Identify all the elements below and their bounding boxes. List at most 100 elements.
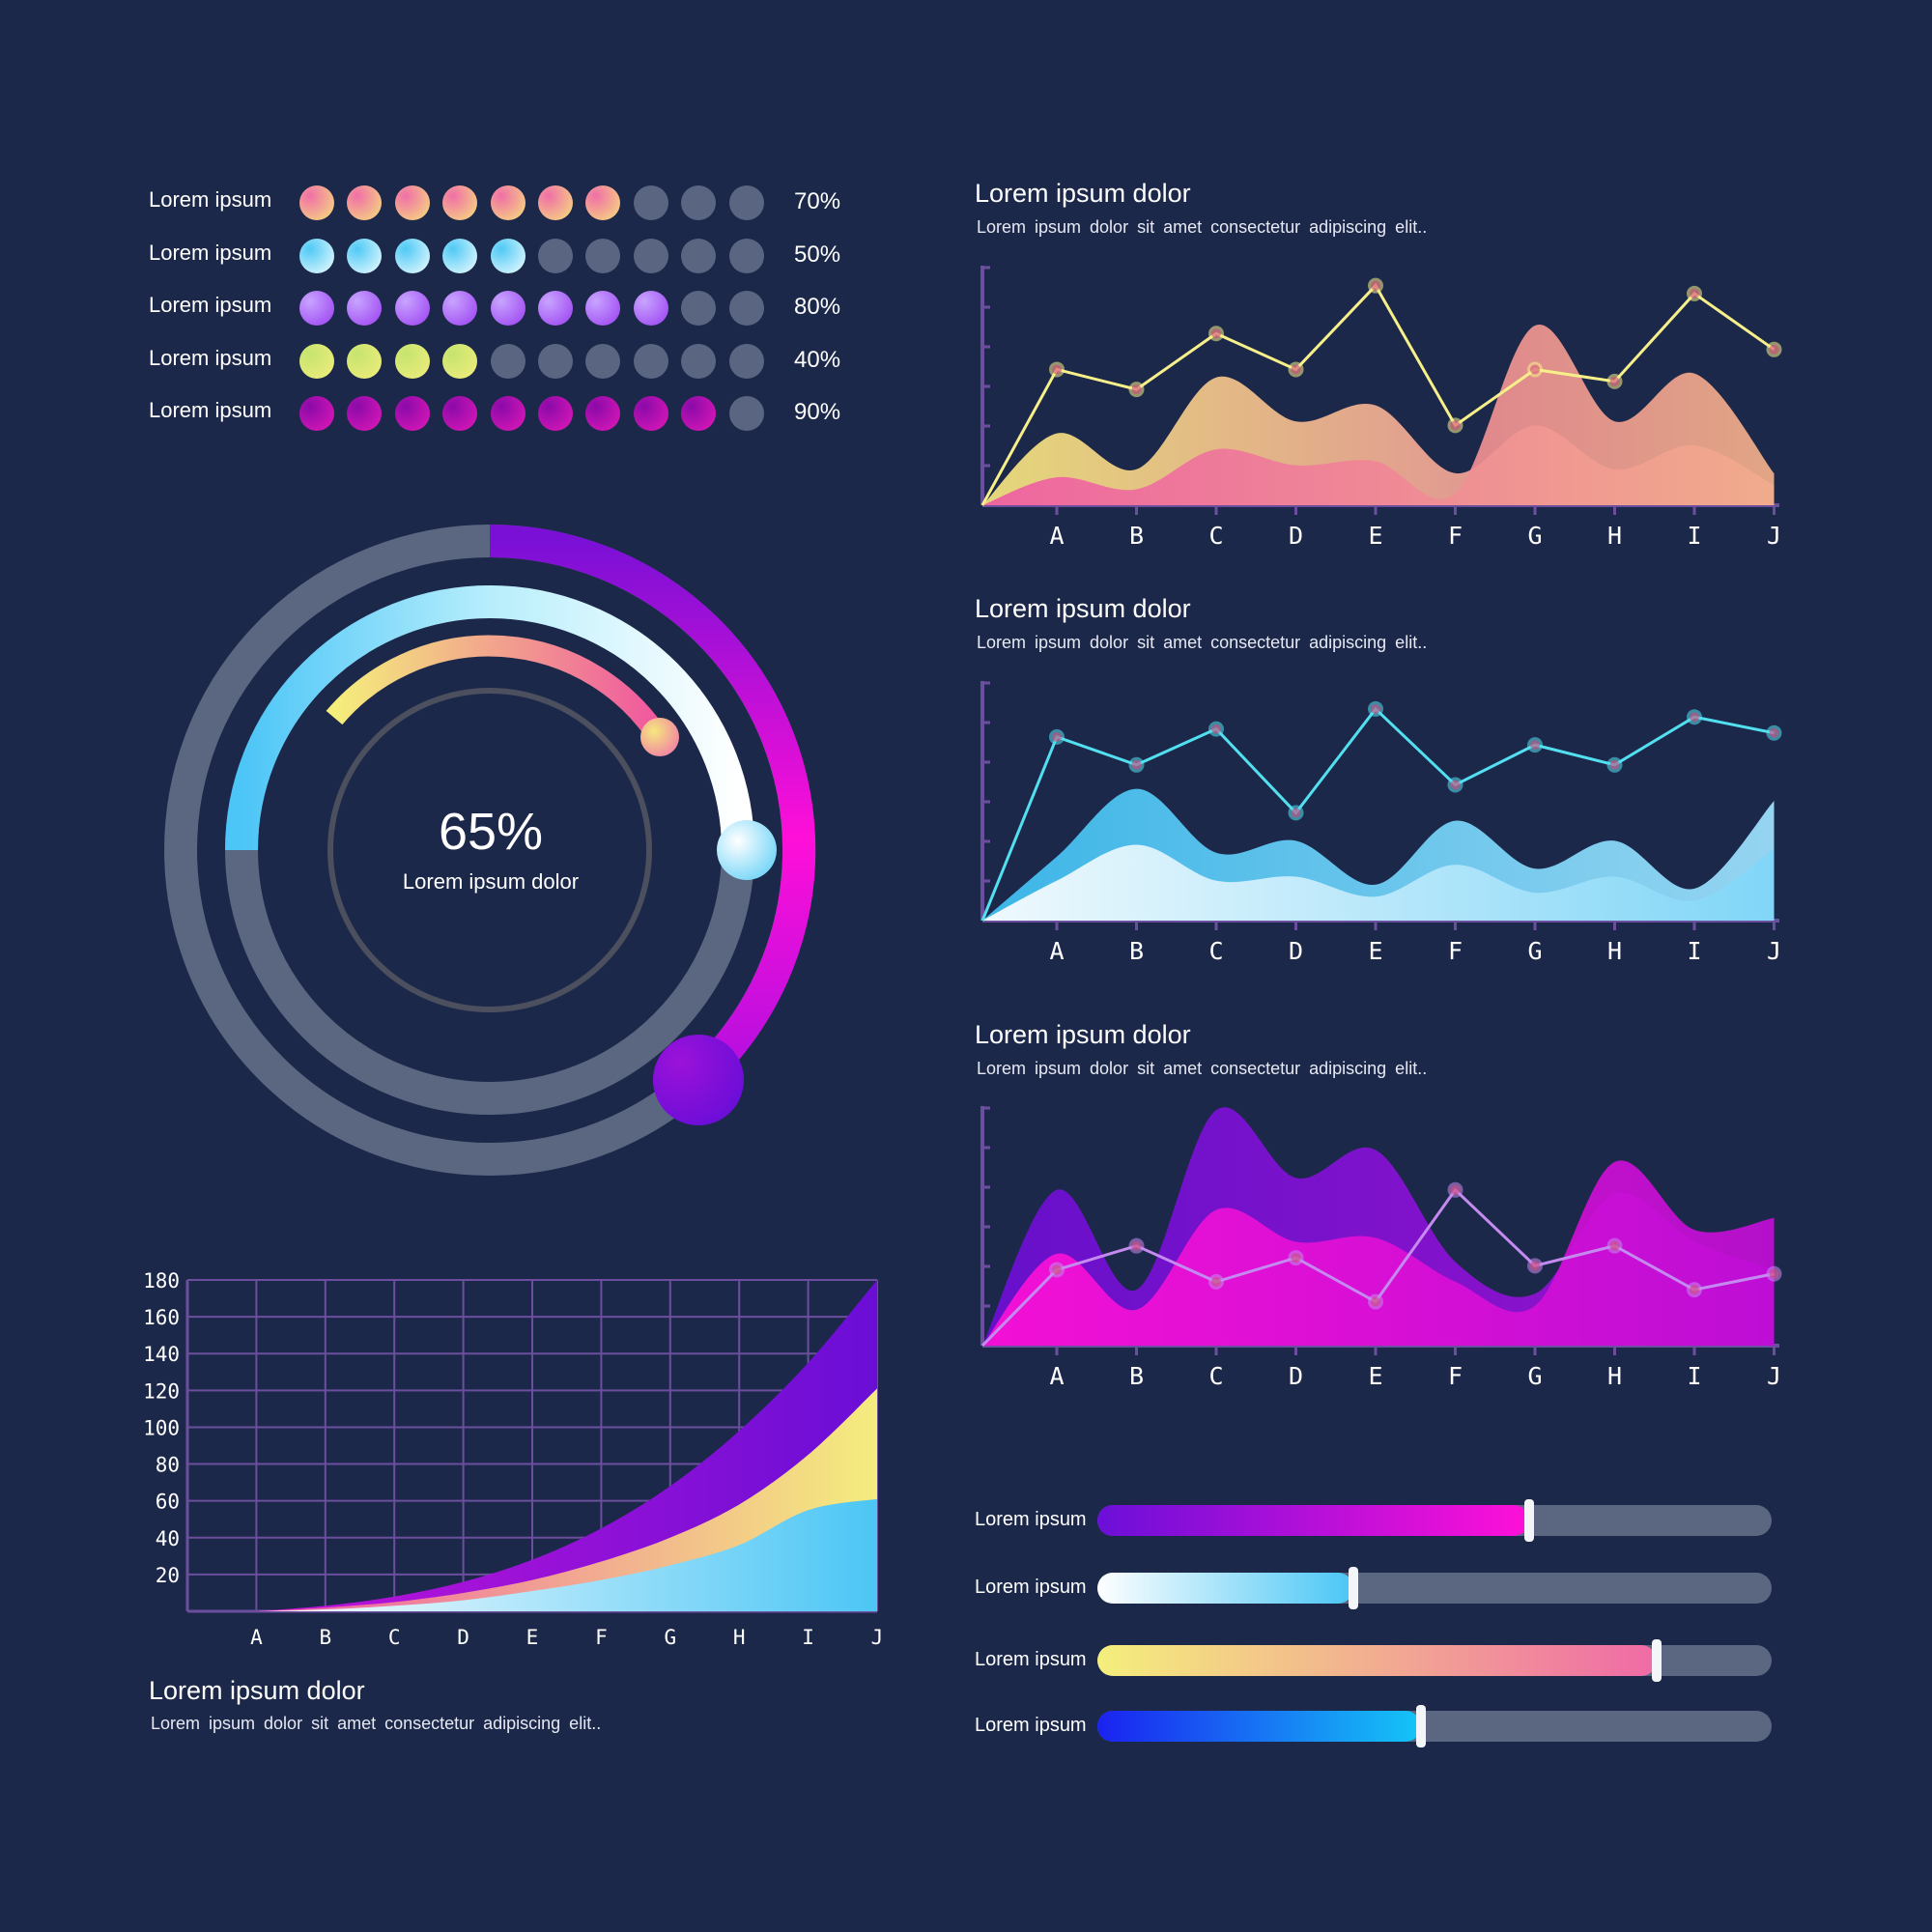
dot-filled <box>442 238 478 273</box>
dot-row-percent: 70% <box>794 188 841 214</box>
dot-filled <box>585 396 621 431</box>
dot-filled <box>347 185 383 220</box>
growth-chart: 20 40 60 80 100 120 140 160 180 A B C D E F G H I J <box>143 1269 884 1649</box>
slider-handle[interactable] <box>1523 1499 1534 1542</box>
x-tick-label: H <box>1607 522 1622 550</box>
data-point-core <box>1211 328 1221 339</box>
data-point-core <box>1131 1240 1142 1251</box>
x-tick-label: I <box>1687 522 1701 550</box>
x-tick-label: B <box>1129 522 1144 550</box>
x-tick-label: H <box>1607 937 1622 965</box>
dot-empty <box>633 343 668 379</box>
x-tick-label: E <box>1368 522 1382 550</box>
x-tick-label: I <box>1687 937 1701 965</box>
x-tick-label: F <box>1448 937 1463 965</box>
slider-handle[interactable] <box>1652 1639 1662 1682</box>
dot-row-label: Lorem ipsum <box>149 398 272 422</box>
gauge-inner-arc <box>326 635 669 745</box>
data-point-core <box>1450 780 1461 790</box>
y-tick-label: 40 <box>156 1527 180 1550</box>
x-tick-label: F <box>595 1626 608 1649</box>
chart-1-subtitle: Lorem ipsum dolor sit amet consectetur a… <box>977 217 1428 237</box>
gauge-middle-knob <box>717 820 777 880</box>
chart-2-title: Lorem ipsum dolor <box>975 594 1191 623</box>
growth-area-series <box>256 1498 877 1611</box>
slider-track[interactable] <box>1097 1705 1772 1747</box>
x-tick-label: B <box>1129 937 1144 965</box>
y-tick-label: 160 <box>143 1306 180 1329</box>
gauge-value: 65% <box>438 803 544 861</box>
dot-filled <box>442 185 478 220</box>
x-tick-label: A <box>250 1626 263 1649</box>
data-point-core <box>1769 1268 1779 1279</box>
data-point-core <box>1769 344 1779 355</box>
dot-filled <box>394 396 430 431</box>
x-tick-label: B <box>1129 1362 1144 1390</box>
slider-track[interactable] <box>1097 1639 1772 1682</box>
x-tick-label: A <box>1049 937 1064 965</box>
slider-track[interactable] <box>1097 1499 1772 1542</box>
slider-fill <box>1097 1645 1658 1676</box>
x-tick-label: C <box>1208 522 1223 550</box>
x-tick-label: J <box>871 1626 884 1649</box>
data-point-core <box>1609 1240 1620 1251</box>
dot-filled <box>299 291 334 326</box>
dot-empty <box>728 291 764 326</box>
x-tick-label: F <box>1448 522 1463 550</box>
data-point-core <box>1769 727 1779 738</box>
slider-handle[interactable] <box>1349 1567 1359 1609</box>
slider-track[interactable] <box>1097 1567 1772 1609</box>
x-tick-label: C <box>1208 1362 1223 1390</box>
area-series <box>982 324 1775 505</box>
x-tick-label: G <box>1527 1362 1542 1390</box>
x-tick-label: A <box>1049 1362 1064 1390</box>
data-point-core <box>1530 364 1540 375</box>
data-point-core <box>1609 759 1620 770</box>
dot-filled <box>299 396 334 431</box>
dot-empty <box>681 291 717 326</box>
slider-label: Lorem ipsum <box>975 1577 1087 1598</box>
dot-row-label: Lorem ipsum <box>149 293 272 317</box>
area-chart-2: A B C D E F G H I J <box>980 681 1782 965</box>
dot-filled <box>538 291 573 326</box>
dot-empty <box>728 396 764 431</box>
dot-empty <box>538 238 573 273</box>
dot-filled <box>585 291 621 326</box>
slider-fill <box>1097 1573 1354 1604</box>
growth-chart-subtitle: Lorem ipsum dolor sit amet consectetur a… <box>151 1714 602 1733</box>
dot-filled <box>299 238 334 273</box>
dot-empty <box>490 343 526 379</box>
dot-empty <box>633 185 668 220</box>
data-point-core <box>1530 740 1540 751</box>
data-point-core <box>1690 288 1699 298</box>
dot-filled <box>490 238 526 273</box>
data-point-core <box>1690 712 1699 723</box>
dot-filled <box>394 238 430 273</box>
gauge-inner-ring <box>327 688 652 1012</box>
dot-row-percent: 40% <box>794 346 841 373</box>
dot-filled <box>394 291 430 326</box>
dot-filled <box>633 291 668 326</box>
dot-row-label: Lorem ipsum <box>149 345 272 370</box>
data-point-core <box>1211 1276 1221 1287</box>
data-point-core <box>1052 364 1062 375</box>
slider-handle[interactable] <box>1416 1705 1427 1747</box>
x-tick-label: G <box>664 1626 676 1649</box>
x-tick-label: D <box>1289 1362 1303 1390</box>
dot-filled <box>585 185 621 220</box>
data-point-core <box>1052 731 1062 742</box>
dot-empty <box>681 185 717 220</box>
dot-filled <box>442 291 478 326</box>
dot-empty <box>728 185 764 220</box>
dot-empty <box>585 343 621 379</box>
x-tick-label: J <box>1767 1362 1781 1390</box>
x-tick-label: H <box>1607 1362 1622 1390</box>
dot-filled <box>299 185 334 220</box>
x-tick-label: E <box>1368 1362 1382 1390</box>
y-tick-label: 60 <box>156 1491 180 1514</box>
dot-row-percent: 90% <box>794 399 841 425</box>
area-series <box>982 1160 1775 1346</box>
x-tick-label: F <box>1448 1362 1463 1390</box>
y-tick-label: 80 <box>156 1454 180 1477</box>
dot-filled <box>538 185 573 220</box>
